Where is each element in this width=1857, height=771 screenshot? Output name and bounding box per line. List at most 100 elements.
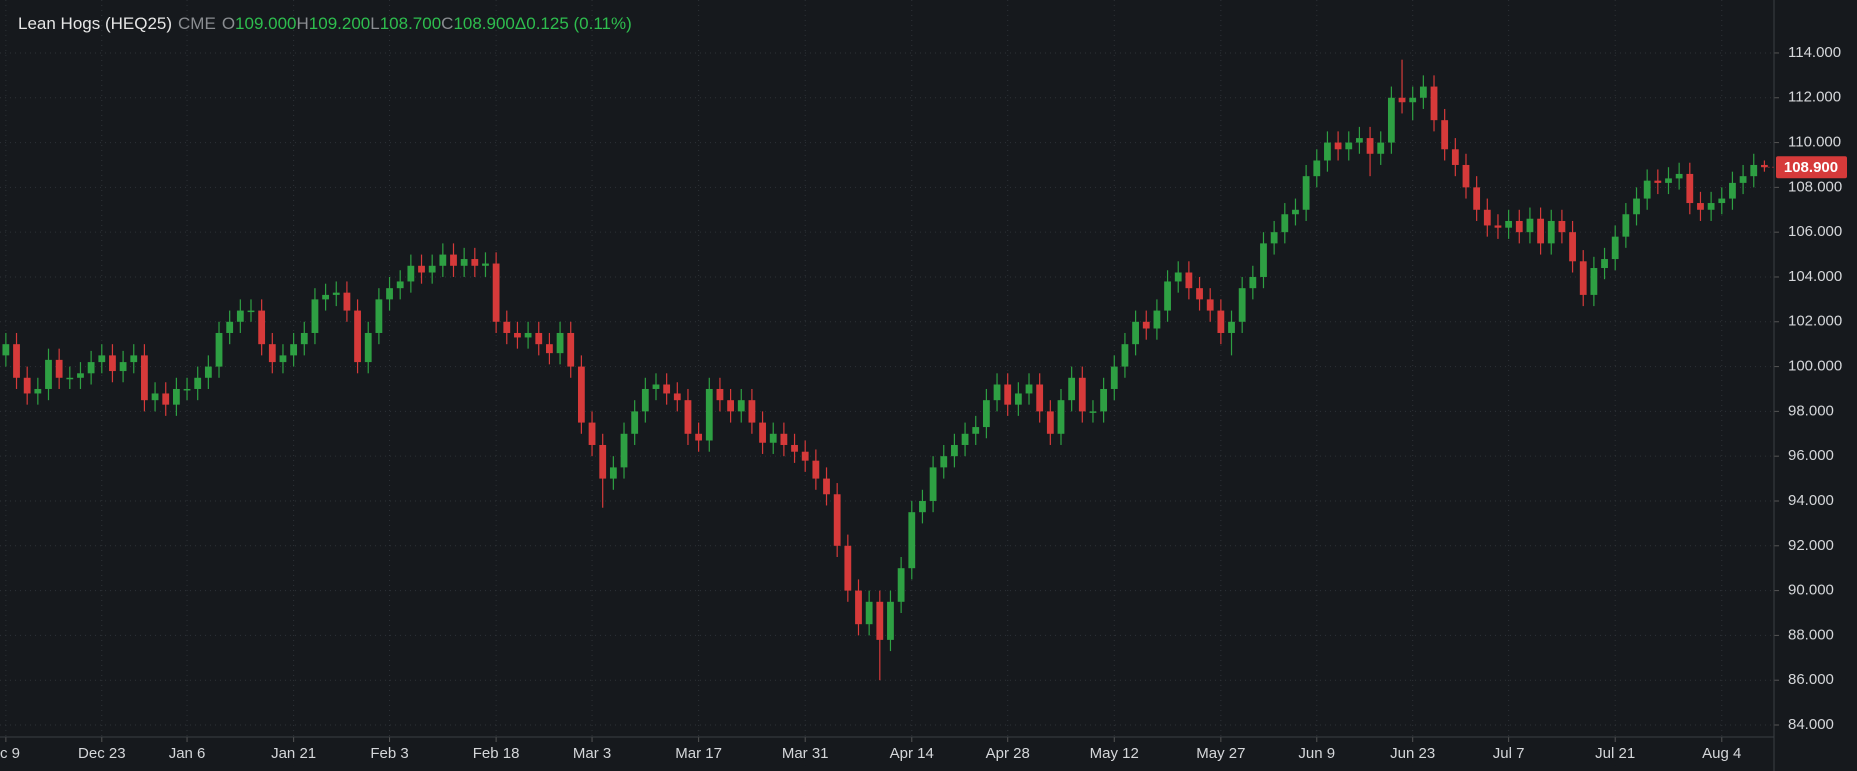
- y-tick-label: 98.000: [1788, 402, 1834, 419]
- candle-body: [577, 366, 585, 423]
- candle-body: [769, 433, 777, 443]
- candle-body: [1324, 142, 1331, 161]
- candle-body: [961, 433, 969, 445]
- legend-key: C: [441, 14, 454, 33]
- legend-key: O: [221, 14, 236, 33]
- candle-body: [1473, 187, 1481, 210]
- candle-body: [1174, 272, 1182, 282]
- candle-body: [34, 388, 42, 394]
- candle-body: [631, 411, 639, 434]
- candle-body: [130, 355, 138, 363]
- candle-body: [204, 366, 212, 378]
- symbol: Lean Hogs (HEQ25): [18, 14, 173, 33]
- candle-body: [1430, 86, 1438, 121]
- candle-body: [23, 377, 31, 394]
- candle-body: [1601, 259, 1608, 269]
- y-tick-label: 90.000: [1788, 582, 1834, 599]
- candle-body: [1004, 384, 1012, 405]
- candle-body: [1292, 209, 1299, 215]
- candle-body: [1622, 214, 1630, 237]
- candle-body: [1643, 180, 1651, 199]
- candle-body: [1046, 411, 1054, 434]
- candle-body: [226, 321, 234, 333]
- candle-body: [1526, 218, 1534, 233]
- candle-body: [982, 400, 990, 428]
- candle-body: [855, 590, 862, 625]
- candle-body: [87, 362, 95, 374]
- candle-body: [1569, 232, 1576, 262]
- candle-body: [567, 332, 575, 367]
- candle-body: [972, 427, 980, 434]
- candle-body: [556, 332, 564, 354]
- candle-body: [929, 467, 937, 501]
- candle-body: [1238, 288, 1246, 322]
- candle-body: [1281, 214, 1289, 233]
- candle-body: [1089, 411, 1097, 413]
- candle-body: [1132, 321, 1139, 345]
- candle-body: [407, 265, 415, 282]
- candle-body: [343, 292, 351, 311]
- candle-body: [1249, 276, 1257, 289]
- candle-body: [1611, 236, 1619, 260]
- candle-body: [1121, 344, 1129, 367]
- y-tick-label: 114.000: [1788, 44, 1841, 61]
- candle-body: [1377, 142, 1385, 154]
- candle-body: [396, 281, 404, 289]
- candle-body: [1206, 299, 1214, 311]
- candle-body: [279, 355, 287, 363]
- candle-body: [332, 292, 340, 295]
- y-tick-label: 92.000: [1788, 537, 1834, 554]
- candle-body: [13, 344, 20, 378]
- candle-body: [109, 355, 116, 372]
- candle-body: [1036, 384, 1044, 412]
- candle-body: [1686, 173, 1694, 204]
- x-tick-label: Jun 23: [1390, 745, 1435, 762]
- candle-body: [727, 400, 734, 412]
- candle-body: [450, 254, 457, 266]
- candle-body: [652, 384, 660, 389]
- candle-body: [1451, 149, 1459, 165]
- candle-body: [1366, 138, 1374, 154]
- legend-key: L: [370, 14, 380, 33]
- candle-body: [748, 400, 756, 423]
- candle-body: [641, 388, 649, 412]
- last-price-tag: [1776, 156, 1847, 179]
- y-tick-label: 86.000: [1788, 671, 1834, 688]
- candle-body: [439, 254, 447, 266]
- x-tick-label: Apr 28: [986, 745, 1030, 762]
- candle-body: [993, 384, 1001, 401]
- candle-body: [1057, 400, 1065, 434]
- candle-body: [1505, 220, 1513, 228]
- candle-body: [1260, 243, 1267, 277]
- candle-body: [1579, 261, 1587, 295]
- candle-body: [737, 400, 745, 412]
- candle-body: [375, 299, 383, 333]
- candle-body: [1462, 164, 1470, 188]
- candle-body: [2, 344, 10, 356]
- candle-body: [599, 444, 607, 479]
- y-tick-label: 84.000: [1788, 716, 1834, 733]
- candle-body: [876, 601, 884, 640]
- candle-body: [663, 384, 671, 394]
- x-tick-label: Apr 14: [890, 745, 934, 762]
- candle-body: [77, 373, 84, 378]
- candle-body: [1718, 198, 1726, 204]
- y-tick-label: 88.000: [1788, 626, 1834, 643]
- candle-body: [300, 332, 308, 345]
- x-tick-label: c 9: [0, 745, 20, 762]
- candle-body: [1675, 173, 1683, 179]
- candle-body: [1697, 203, 1704, 210]
- candle-body: [1014, 393, 1022, 405]
- candle-body: [162, 393, 170, 405]
- candle-body: [1558, 220, 1566, 233]
- y-tick-label: 110.000: [1788, 134, 1841, 151]
- y-tick-label: 104.000: [1788, 268, 1842, 285]
- candle-body: [1164, 281, 1171, 311]
- candle-body: [428, 265, 436, 273]
- candle-body: [482, 263, 489, 266]
- candle-body: [1228, 321, 1235, 333]
- candle-body: [172, 388, 180, 405]
- candle-body: [66, 377, 74, 380]
- y-tick-label: 106.000: [1788, 223, 1842, 240]
